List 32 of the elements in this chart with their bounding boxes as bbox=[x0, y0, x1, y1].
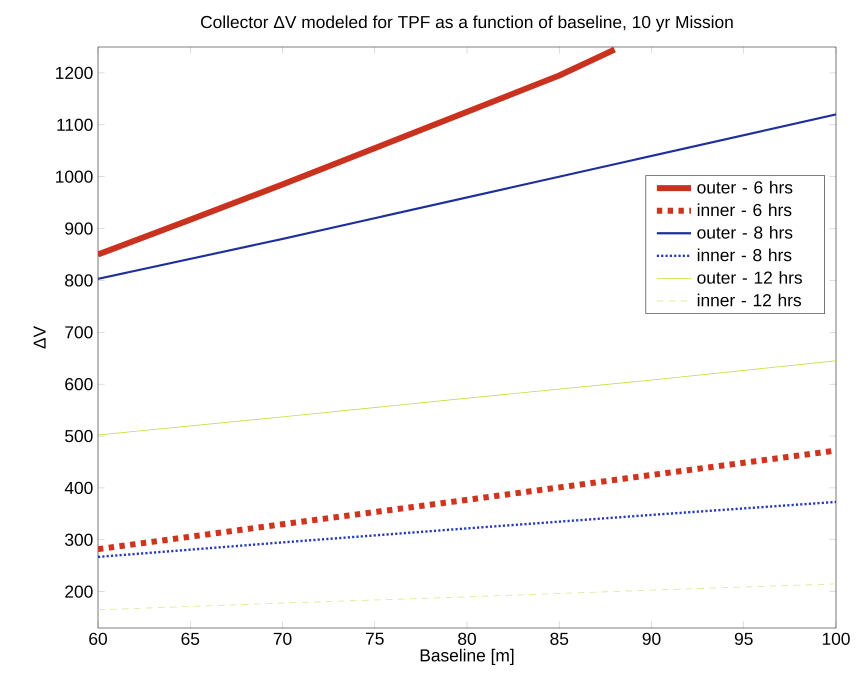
y-tick-label: 200 bbox=[65, 586, 93, 598]
line-series bbox=[98, 583, 836, 610]
x-tick-label: 80 bbox=[458, 632, 476, 645]
y-tick-label: 1200 bbox=[56, 66, 93, 80]
y-tick-label: 900 bbox=[65, 222, 93, 235]
legend-label: inner - 8 hrs bbox=[698, 248, 792, 262]
legend-label: outer - 8 hrs bbox=[697, 226, 792, 239]
legend-label: inner - 12 hrs bbox=[698, 294, 802, 306]
y-tick-label: 700 bbox=[65, 326, 93, 338]
x-tick-label: 60 bbox=[89, 632, 107, 645]
y-tick-label: 1000 bbox=[56, 170, 93, 183]
x-axis-title: Baseline [m] bbox=[420, 648, 514, 665]
y-tick-label: 600 bbox=[65, 378, 93, 390]
x-tick-label: 65 bbox=[181, 632, 200, 645]
y-tick-label: 400 bbox=[64, 482, 93, 494]
x-tick-label: 70 bbox=[274, 632, 292, 645]
y-tick-label: 1100 bbox=[57, 118, 93, 131]
y-axis-title: ΔV bbox=[34, 326, 46, 349]
line-series bbox=[98, 360, 836, 436]
x-tick-label: 95 bbox=[734, 632, 753, 645]
x-tick-label: 90 bbox=[642, 632, 660, 645]
line-series bbox=[98, 500, 836, 558]
legend-label: outer - 6 hrs bbox=[697, 180, 792, 194]
y-tick-label: 300 bbox=[65, 534, 93, 546]
x-tick-label: 100 bbox=[822, 632, 850, 645]
y-tick-label: 800 bbox=[65, 274, 93, 287]
x-tick-label: 75 bbox=[366, 632, 384, 645]
x-tick-label: 85 bbox=[550, 632, 568, 645]
chart-title: Collector ΔV modeled for TPF as a function of baseline, 10 yr Mission bbox=[201, 15, 733, 32]
legend-label: outer - 12 hrs bbox=[697, 271, 802, 284]
y-tick-label: 500 bbox=[65, 430, 93, 442]
legend-label: inner - 6 hrs bbox=[698, 203, 792, 216]
